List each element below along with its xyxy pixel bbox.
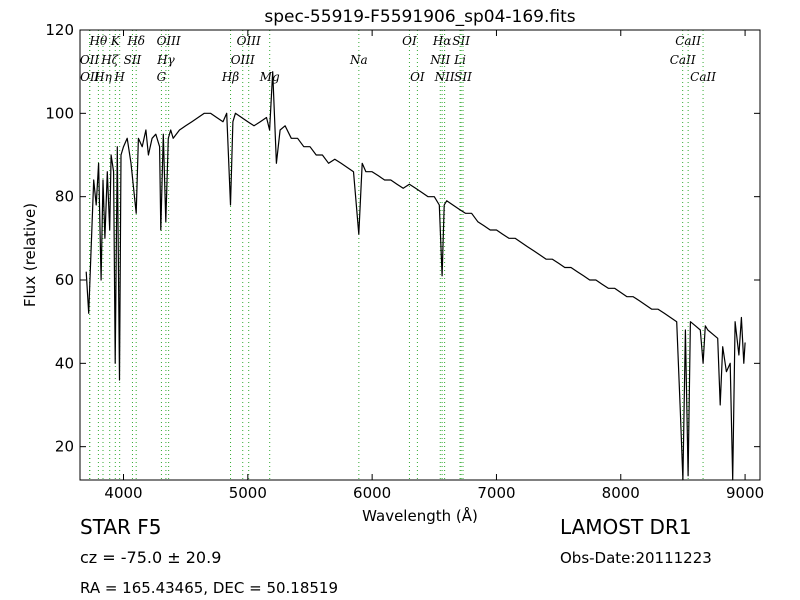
y-tick-label: 120 [45, 21, 74, 39]
marker-label: Hδ [126, 34, 145, 48]
marker-label: OI [410, 70, 425, 84]
x-tick-label: 8000 [602, 484, 640, 502]
x-tick-label: 7000 [477, 484, 515, 502]
x-axis-label: Wavelength (Å) [362, 506, 478, 525]
x-tick-label: 4000 [104, 484, 142, 502]
y-tick-label: 60 [55, 271, 74, 289]
x-tick-label: 6000 [353, 484, 391, 502]
marker-label: Hα [432, 34, 452, 48]
y-axis-label: Flux (relative) [21, 203, 39, 307]
x-tick-label: 9000 [726, 484, 764, 502]
y-tick-label: 100 [45, 104, 74, 122]
y-tick-label: 40 [55, 354, 74, 372]
marker-label: CaII [675, 34, 701, 48]
marker-label: CaII [670, 53, 696, 67]
marker-label: OIII [231, 53, 255, 67]
marker-label: NII [434, 70, 455, 84]
marker-label: Hβ [221, 70, 239, 84]
marker-label: OIII [237, 34, 261, 48]
y-tick-label: 80 [55, 188, 74, 206]
plot-frame [79, 29, 761, 481]
marker-label: Hθ [89, 34, 108, 48]
marker-label: NII [429, 53, 450, 67]
marker-label: H [113, 70, 125, 84]
marker-label: Na [349, 53, 368, 67]
x-tick-label: 5000 [229, 484, 267, 502]
marker-label: OI [402, 34, 417, 48]
marker-label: OII [80, 53, 100, 67]
survey-label: LAMOST DR1 [560, 515, 692, 539]
redshift-label: cz = -75.0 ± 20.9 [80, 548, 222, 567]
chart-title: spec-55919-F5591906_sp04-169.fits [264, 7, 575, 27]
obs-date-label: Obs-Date:20111223 [560, 549, 712, 567]
marker-label: OII [80, 70, 100, 84]
object-class-label: STAR F5 [80, 515, 162, 539]
marker-label: SII [124, 53, 142, 67]
marker-label: OIII [157, 34, 181, 48]
marker-label: Hζ [100, 53, 119, 67]
marker-label: G [157, 70, 167, 84]
ra-dec-label: RA = 165.43465, DEC = 50.18519 [80, 579, 339, 597]
marker-label: Hγ [156, 53, 175, 67]
marker-label: SII [452, 34, 470, 48]
spectrum-series-line [85, 71, 746, 481]
marker-label: Mg [259, 70, 280, 84]
marker-label: SII [454, 70, 472, 84]
y-tick-label: 20 [55, 438, 74, 456]
marker-label: K [110, 34, 121, 48]
marker-label: Hη [93, 70, 112, 84]
marker-label: Li [453, 53, 466, 67]
marker-label: CaII [690, 70, 716, 84]
